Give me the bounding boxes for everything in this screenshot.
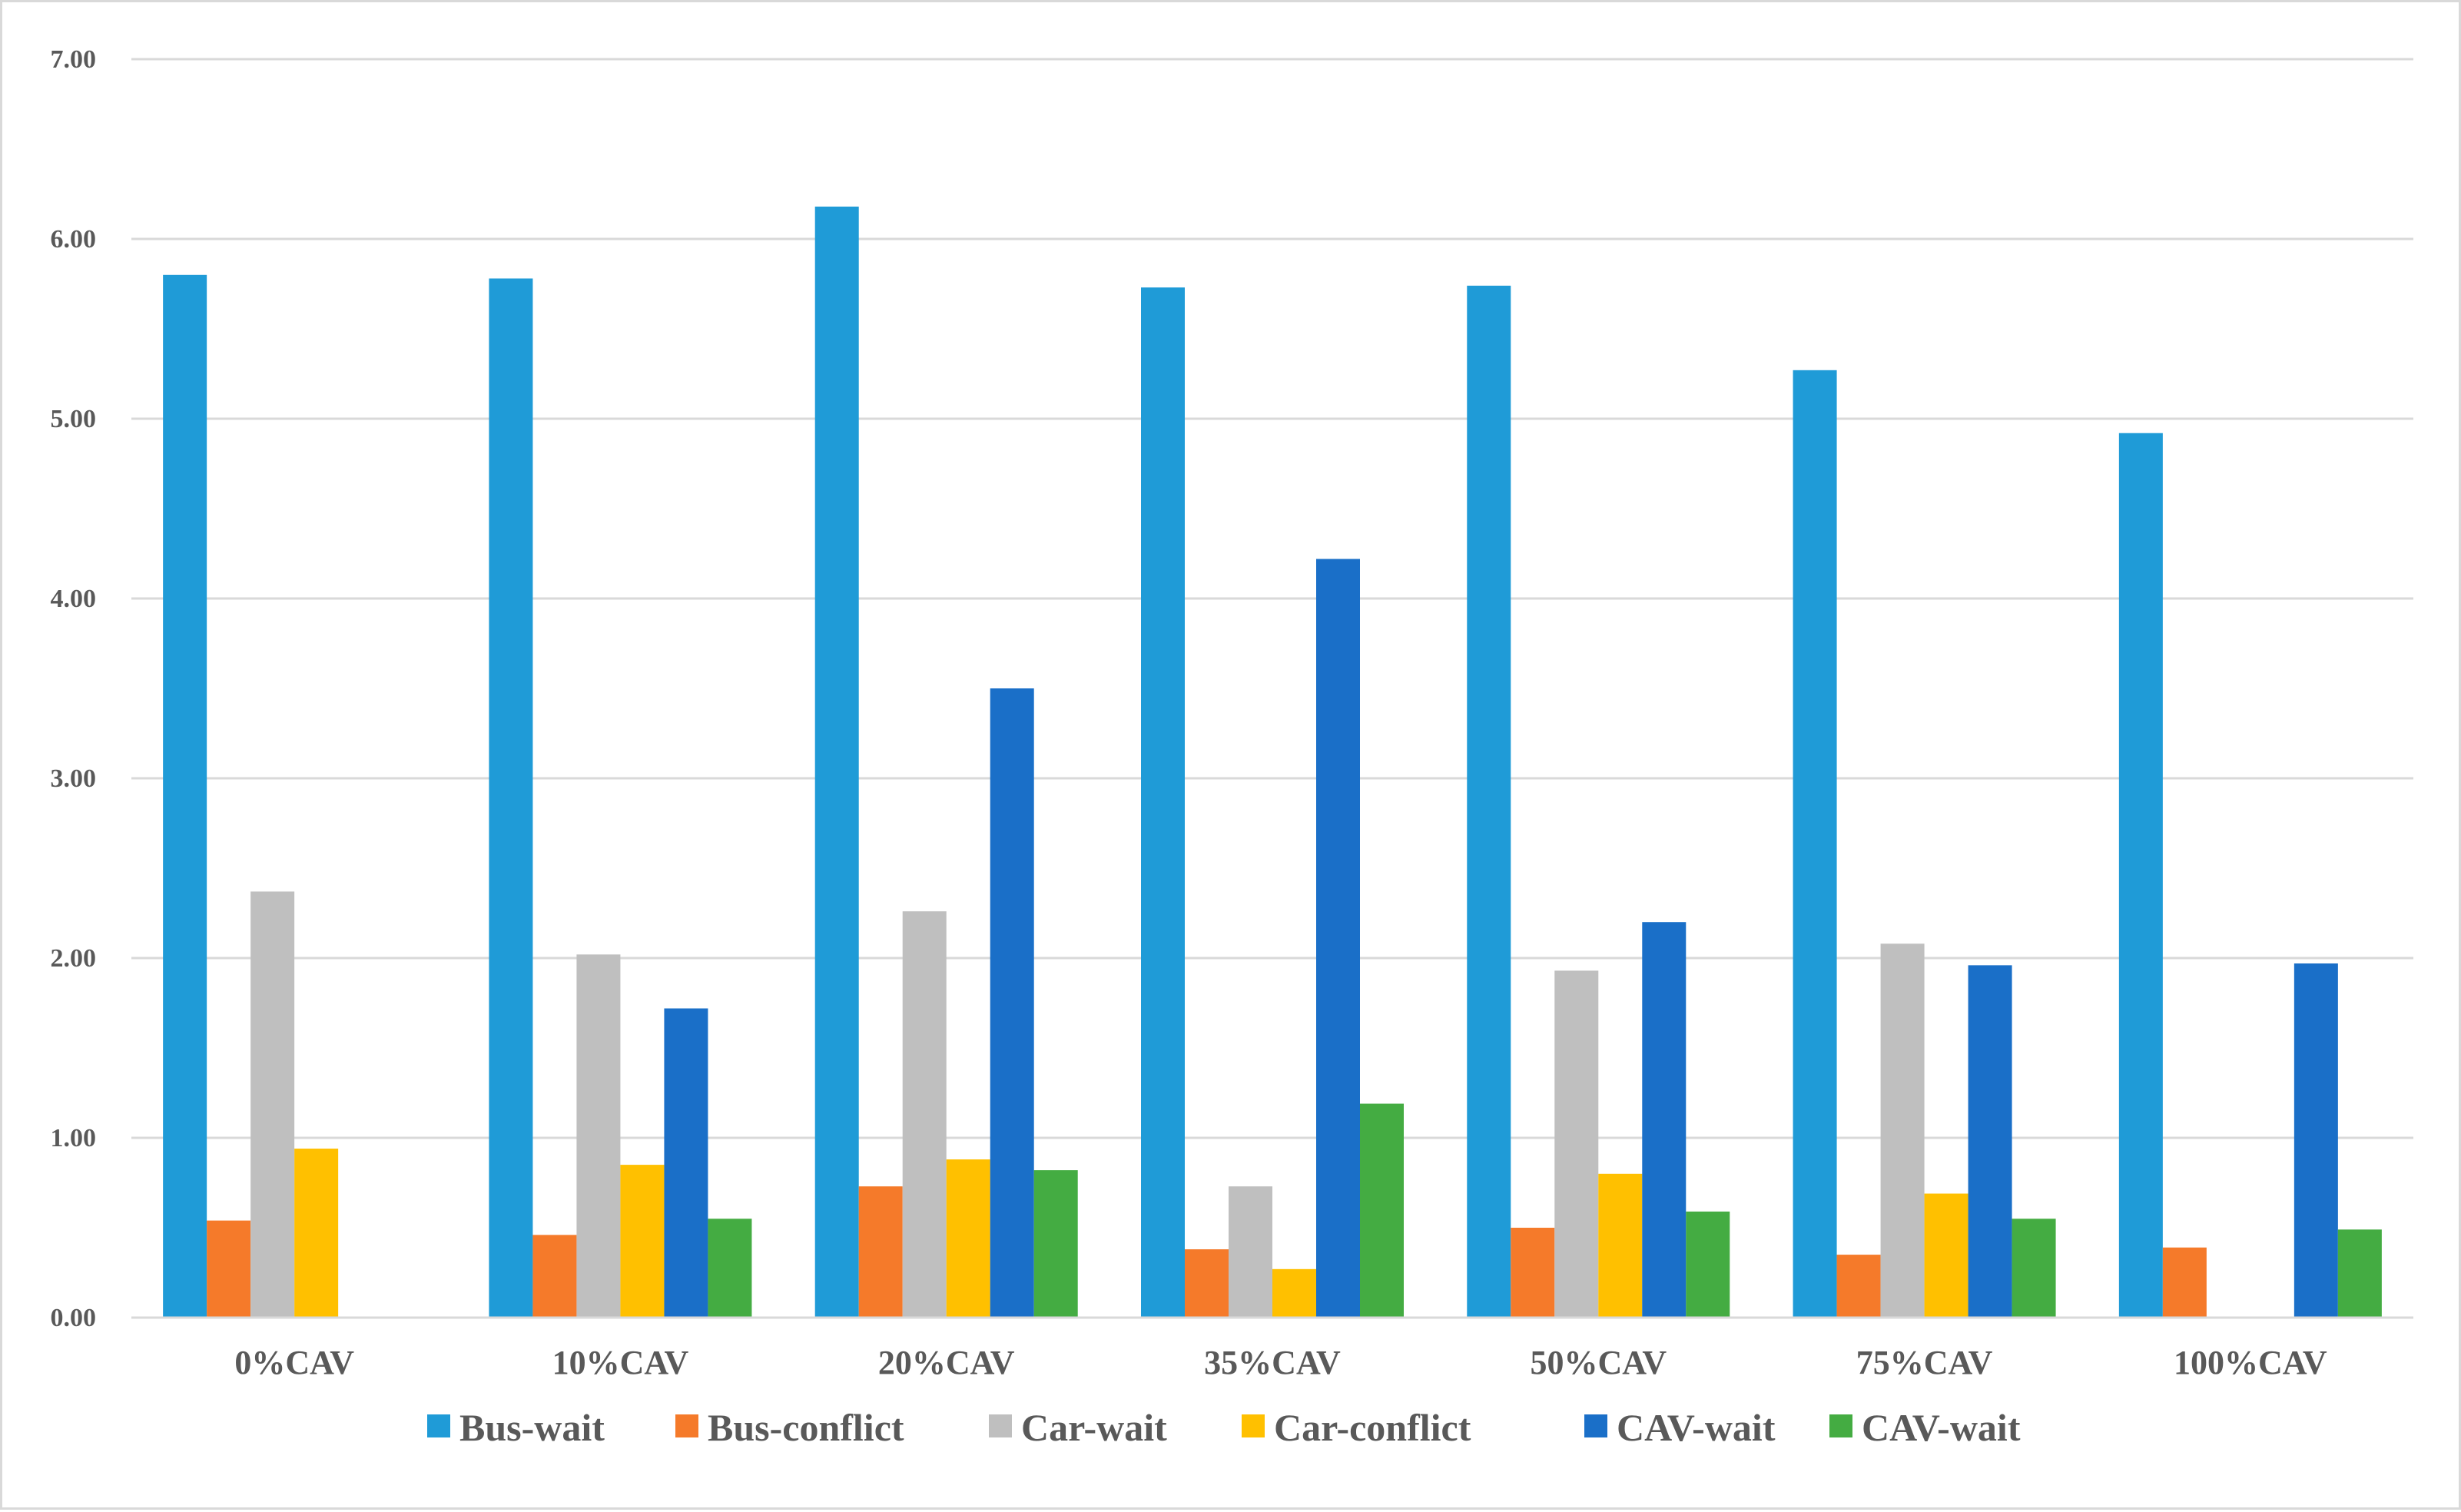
bar-car-wait-35pctcav — [1229, 1186, 1272, 1318]
bars — [163, 206, 2382, 1318]
bar-cav-wait-75pctcav — [1968, 965, 2012, 1318]
legend-label: CAV-wait — [1617, 1406, 1776, 1449]
y-tick-label: 4.00 — [51, 585, 97, 613]
bar-cav-wait-50pctcav — [1686, 1211, 1730, 1318]
legend-label: CAV-wait — [1862, 1406, 2021, 1449]
legend-label: Bus-wait — [459, 1406, 605, 1449]
gridlines — [131, 58, 2413, 1139]
bar-bus-wait-100pctcav — [2118, 433, 2163, 1318]
bar-cav-wait-10pctcav — [708, 1219, 752, 1318]
legend-label: Car-wait — [1021, 1406, 1167, 1449]
bar-car-conflict-0pctcav — [294, 1149, 339, 1318]
legend-swatch — [1242, 1414, 1265, 1437]
legend-swatch — [1829, 1414, 1852, 1437]
legend-swatch — [675, 1414, 698, 1437]
x-category-label: 10%CAV — [552, 1344, 689, 1381]
legend-label: Car-conflict — [1274, 1406, 1471, 1449]
bar-car-wait-75pctcav — [1880, 943, 1925, 1318]
y-tick-label: 7.00 — [51, 45, 97, 74]
x-axis-labels: 0%CAV 10%CAV 20%CAV 35%CAV 50%CAV 75%CAV 100%C… — [234, 1344, 2327, 1381]
y-tick-label: 0.00 — [51, 1304, 97, 1332]
y-tick-label: 1.00 — [51, 1124, 97, 1152]
bar-car-conflict-50pctcav — [1598, 1173, 1643, 1318]
bar-bus-wait-75pctcav — [1793, 370, 1837, 1318]
y-tick-label: 5.00 — [51, 405, 97, 433]
bar-cav-wait-100pctcav — [2294, 963, 2338, 1318]
x-category-label: 35%CAV — [1204, 1344, 1341, 1381]
bar-bus-conflict-20pctcav — [858, 1186, 903, 1318]
bar-bus-wait-50pctcav — [1467, 285, 1511, 1318]
bar-car-wait-50pctcav — [1554, 970, 1599, 1318]
x-category-label: 75%CAV — [1856, 1344, 1993, 1381]
bar-cav-wait-20pctcav — [990, 688, 1034, 1318]
bar-car-wait-10pctcav — [576, 954, 621, 1318]
bar-car-wait-0pctcav — [250, 891, 295, 1318]
x-category-label: 50%CAV — [1530, 1344, 1667, 1381]
bar-cav-wait-35pctcav — [1360, 1103, 1404, 1318]
bar-cav-wait-50pctcav — [1642, 922, 1687, 1318]
bar-car-conflict-35pctcav — [1272, 1268, 1316, 1318]
bar-bus-wait-10pctcav — [489, 278, 533, 1318]
bar-bus-conflict-10pctcav — [532, 1235, 577, 1318]
bar-car-conflict-75pctcav — [1924, 1193, 1968, 1318]
bar-bus-conflict-35pctcav — [1185, 1249, 1229, 1318]
bar-bus-conflict-100pctcav — [2162, 1247, 2207, 1318]
x-category-label: 20%CAV — [878, 1344, 1015, 1381]
bar-bus-conflict-50pctcav — [1511, 1228, 1555, 1318]
bar-cav-wait-10pctcav — [664, 1008, 708, 1318]
bar-cav-wait-35pctcav — [1316, 559, 1360, 1318]
y-tick-label: 6.00 — [51, 225, 97, 254]
y-tick-label: 2.00 — [51, 944, 97, 973]
bar-car-wait-20pctcav — [902, 911, 947, 1318]
y-axis-ticks: 0.00 1.00 2.00 3.00 4.00 5.00 6.00 7.00 — [51, 45, 97, 1332]
bar-car-conflict-10pctcav — [620, 1165, 665, 1318]
bar-cav-wait-100pctcav — [2337, 1229, 2382, 1318]
x-category-label: 100%CAV — [2174, 1344, 2327, 1381]
bar-bus-wait-35pctcav — [1141, 287, 1185, 1318]
y-tick-label: 3.00 — [51, 764, 97, 793]
legend-swatch — [1584, 1414, 1607, 1437]
bar-bus-conflict-75pctcav — [1836, 1255, 1881, 1318]
legend-swatch — [989, 1414, 1012, 1437]
legend-label: Bus-conflict — [708, 1406, 904, 1449]
legend-swatch — [427, 1414, 450, 1437]
bar-cav-wait-20pctcav — [1033, 1170, 1078, 1318]
x-category-label: 0%CAV — [234, 1344, 354, 1381]
bar-bus-wait-0pctcav — [163, 274, 207, 1318]
bar-bus-wait-20pctcav — [814, 206, 859, 1318]
bar-bus-conflict-0pctcav — [207, 1220, 251, 1318]
bar-cav-wait-75pctcav — [2012, 1219, 2056, 1318]
bar-car-conflict-20pctcav — [946, 1159, 990, 1318]
legend: Bus-wait Bus-conflict Car-wait Car-conflict… — [427, 1406, 2021, 1449]
